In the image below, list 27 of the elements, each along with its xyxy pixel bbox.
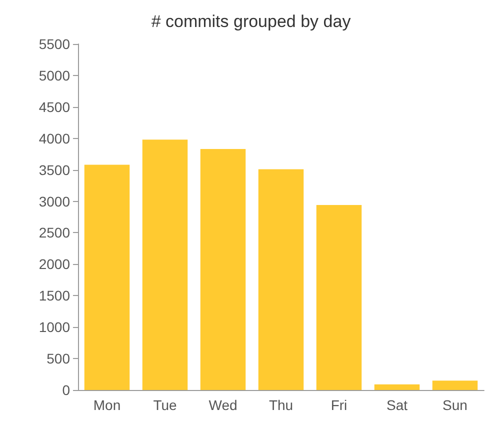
x-tick-label: Wed (208, 397, 238, 413)
x-tick-label: Fri (330, 397, 348, 413)
bar (142, 140, 188, 390)
y-tick-label: 5500 (38, 36, 70, 52)
y-tick-label: 4000 (38, 130, 70, 146)
x-tick-label: Thu (268, 397, 294, 413)
y-tick-label: 0 (62, 382, 70, 398)
bar (374, 384, 420, 390)
y-tick-label: 500 (46, 350, 70, 367)
y-tick-label: 1500 (38, 288, 70, 304)
y-tick-label: 4500 (38, 98, 70, 115)
y-tick-label: 5000 (38, 67, 70, 84)
x-tick-label: Sat (386, 397, 408, 413)
y-tick-label: 3000 (38, 193, 70, 210)
bar (432, 380, 478, 390)
x-tick-label: Mon (93, 397, 121, 413)
bar (316, 205, 362, 390)
y-tick-label: 3500 (38, 162, 70, 178)
bar (84, 164, 130, 390)
y-tick-label: 2000 (38, 256, 70, 272)
y-tick-label: 1000 (38, 319, 70, 336)
bar (258, 169, 304, 390)
x-tick-label: Sun (442, 397, 468, 413)
bar (200, 149, 246, 390)
y-tick-label: 2500 (38, 224, 70, 241)
chart-title: # commits grouped by day (151, 12, 352, 31)
x-tick-label: Tue (153, 397, 178, 413)
